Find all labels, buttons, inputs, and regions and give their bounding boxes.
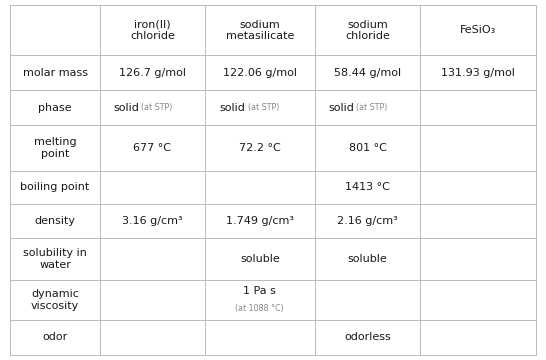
Text: 131.93 g/mol: 131.93 g/mol: [441, 68, 515, 78]
Text: 72.2 °C: 72.2 °C: [239, 143, 281, 153]
Text: soluble: soluble: [240, 254, 280, 264]
Text: 126.7 g/mol: 126.7 g/mol: [119, 68, 186, 78]
Text: dynamic
viscosity: dynamic viscosity: [31, 289, 79, 311]
Text: melting
point: melting point: [34, 137, 76, 159]
Text: sodium
metasilicate: sodium metasilicate: [225, 19, 294, 41]
Text: 3.16 g/cm³: 3.16 g/cm³: [122, 216, 183, 226]
Text: (at STP): (at STP): [141, 103, 173, 112]
Text: soluble: soluble: [348, 254, 388, 264]
Text: odor: odor: [43, 332, 68, 342]
Text: density: density: [34, 216, 75, 226]
Text: sodium
chloride: sodium chloride: [345, 19, 390, 41]
Text: solid: solid: [113, 103, 139, 113]
Text: phase: phase: [38, 103, 72, 113]
Text: solid: solid: [328, 103, 354, 113]
Text: 1 Pa s: 1 Pa s: [244, 286, 276, 296]
Text: 1413 °C: 1413 °C: [345, 183, 390, 192]
Text: (at 1088 °C): (at 1088 °C): [235, 304, 284, 313]
Text: 122.06 g/mol: 122.06 g/mol: [223, 68, 297, 78]
Text: iron(II)
chloride: iron(II) chloride: [130, 19, 175, 41]
Text: solid: solid: [219, 103, 246, 113]
Text: boiling point: boiling point: [20, 183, 90, 192]
Text: 1.749 g/cm³: 1.749 g/cm³: [226, 216, 294, 226]
Text: molar mass: molar mass: [22, 68, 87, 78]
Text: solubility in
water: solubility in water: [23, 248, 87, 270]
Text: (at STP): (at STP): [356, 103, 388, 112]
Text: 677 °C: 677 °C: [133, 143, 171, 153]
Text: odorless: odorless: [345, 332, 391, 342]
Text: (at STP): (at STP): [248, 103, 279, 112]
Text: FeSiO₃: FeSiO₃: [460, 26, 496, 35]
Text: 2.16 g/cm³: 2.16 g/cm³: [337, 216, 398, 226]
Text: 58.44 g/mol: 58.44 g/mol: [334, 68, 401, 78]
Text: 801 °C: 801 °C: [349, 143, 387, 153]
